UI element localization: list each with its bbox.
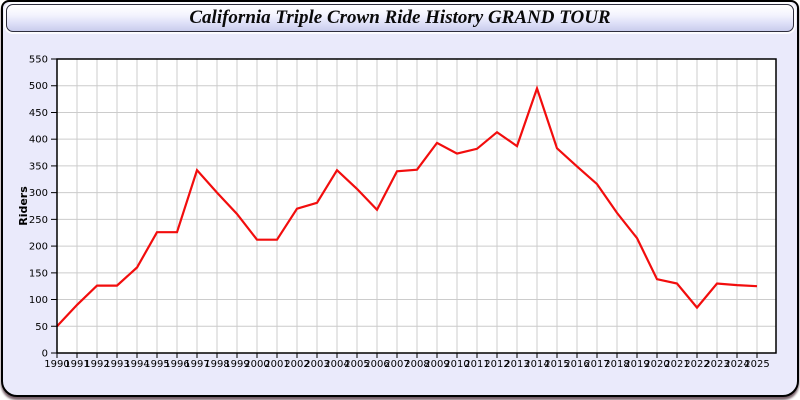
x-axis-labels: 1990199119921993199419951996199719981999… [44,359,769,370]
svg-text:2017: 2017 [584,359,609,370]
svg-text:2022: 2022 [684,359,709,370]
svg-text:2025: 2025 [744,359,769,370]
svg-text:2009: 2009 [424,359,449,370]
svg-text:50: 50 [35,322,48,333]
svg-text:1992: 1992 [84,359,109,370]
svg-text:400: 400 [29,135,48,146]
svg-text:2021: 2021 [664,359,689,370]
svg-text:2019: 2019 [624,359,649,370]
svg-text:350: 350 [29,161,48,172]
y-axis-title: Riders [17,186,30,226]
svg-text:2005: 2005 [344,359,369,370]
riders-series-line [56,84,758,328]
svg-text:2024: 2024 [724,359,749,370]
svg-text:2001: 2001 [264,359,289,370]
svg-text:2013: 2013 [504,359,529,370]
svg-text:2011: 2011 [464,359,489,370]
svg-text:2010: 2010 [444,359,469,370]
svg-text:1997: 1997 [184,359,209,370]
svg-text:550: 550 [29,55,48,66]
svg-text:200: 200 [29,242,48,253]
svg-text:450: 450 [29,108,48,119]
svg-text:1999: 1999 [224,359,249,370]
gridlines [57,59,776,353]
svg-text:2007: 2007 [384,359,409,370]
svg-text:100: 100 [29,295,48,306]
svg-text:2018: 2018 [604,359,629,370]
svg-text:1990: 1990 [44,359,69,370]
svg-text:2004: 2004 [324,359,349,370]
svg-text:2020: 2020 [644,359,669,370]
svg-text:2023: 2023 [704,359,729,370]
svg-text:2000: 2000 [244,359,269,370]
page-title: California Triple Crown Ride History GRA… [189,7,611,28]
y-axis-labels: 0 50 100 150 200 250 300 350 400 450 500 550 [29,55,48,360]
title-bar: California Triple Crown Ride History GRA… [6,4,794,32]
svg-text:2016: 2016 [564,359,589,370]
svg-text:1998: 1998 [204,359,229,370]
svg-text:2014: 2014 [524,359,549,370]
svg-text:1993: 1993 [104,359,129,370]
svg-text:2015: 2015 [544,359,569,370]
svg-text:2008: 2008 [404,359,429,370]
svg-text:1994: 1994 [124,359,149,370]
svg-text:1996: 1996 [164,359,189,370]
svg-text:2002: 2002 [284,359,309,370]
svg-text:300: 300 [29,188,48,199]
svg-text:500: 500 [29,81,48,92]
svg-text:150: 150 [29,268,48,279]
svg-text:2003: 2003 [304,359,329,370]
svg-text:2006: 2006 [364,359,389,370]
axis-ticks [51,58,758,358]
svg-text:250: 250 [29,215,48,226]
svg-text:0: 0 [42,349,48,360]
svg-text:2012: 2012 [484,359,509,370]
svg-text:1995: 1995 [144,359,169,370]
svg-text:1991: 1991 [64,359,89,370]
